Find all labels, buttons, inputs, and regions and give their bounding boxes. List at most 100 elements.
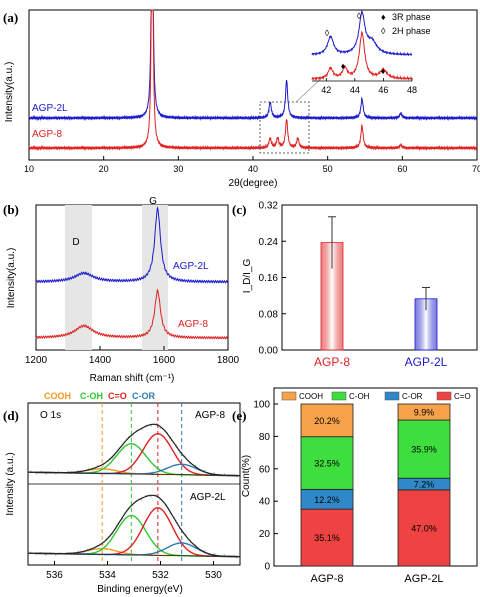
panel-e-legend: COOH C-OH C-OR C=O <box>281 391 471 401</box>
y-tick-label: 100 <box>253 400 270 411</box>
x-tick-label: 1200 <box>25 355 48 366</box>
legend-label-cooh: COOH <box>299 392 323 401</box>
panel-a-x-ticks: 10 20 30 40 50 60 70 <box>24 156 480 174</box>
panel-d-curves <box>28 403 241 565</box>
x-tick-label: 532 <box>152 570 169 581</box>
segment-value-label: 12.2% <box>314 495 340 505</box>
panel-d: (d) COOH C-OH C=O C-OR O 1s AGP-8 AGP-2L… <box>3 391 241 595</box>
legend-swatch-c-oh <box>331 391 347 401</box>
series-line-agp-8 <box>28 9 478 152</box>
raw-data-agp-2l <box>29 494 241 559</box>
legend-swatch-c=o <box>436 391 452 401</box>
x-tick-label: 534 <box>99 570 116 581</box>
series-label-agp-2l: AGP-2L <box>173 261 209 272</box>
panel-c-bars: AGP-8 AGP-2L <box>314 216 448 369</box>
y-tick-label: 40 <box>259 497 271 508</box>
legend-swatch-cooh <box>281 391 297 401</box>
legend-label-c-oh: C-OH <box>349 392 370 401</box>
series-label-agp-8: AGP-8 <box>32 129 62 140</box>
segment-value-label: 47.0% <box>411 523 437 533</box>
y-tick-label: 0.24 <box>259 237 279 248</box>
panel-b-x-label: Raman shift (cm⁻¹) <box>90 373 175 384</box>
inset-x-tick-label: 44 <box>350 85 360 95</box>
bar-segment-cooh-agp-8 <box>300 403 354 438</box>
panel-b-x-ticks: 1200 1400 1600 1800 <box>25 346 240 366</box>
series-label-agp-8: AGP-8 <box>178 319 208 330</box>
series-line-agp-2l <box>35 205 229 284</box>
legend-label-2h: 2H phase <box>392 26 431 36</box>
g-band-label: G <box>149 196 157 207</box>
y-tick-label: 0.00 <box>259 346 279 357</box>
segment-value-label: 20.2% <box>314 416 340 426</box>
panel-c: (c) I_D/I_G 0.000.080.160.240.32 AGP-8 AG… <box>232 201 478 369</box>
y-tick-label: 0.32 <box>259 201 279 212</box>
legend-swatch-c-or <box>384 391 400 401</box>
panel-b: (b) D G AGP-2L AGP-8 Intensity(a.u.) Ram… <box>3 196 240 384</box>
panel-b-label: (b) <box>3 202 19 217</box>
panel-e-y-ticks: 0 20 40 60 80 100 <box>253 400 278 573</box>
x-tick-label: 60 <box>397 164 407 174</box>
inset-line-agp-8 <box>311 30 413 81</box>
y-tick-label: 80 <box>259 432 271 443</box>
panel-d-y-label: Intensity (a.u.) <box>5 452 16 515</box>
legend-label-3r: 3R phase <box>392 12 431 22</box>
legend-cooh: COOH <box>44 391 71 401</box>
legend-c-or: C-OR <box>132 391 155 401</box>
series-label-agp-8: AGP-8 <box>195 410 225 421</box>
bar-segment-cooh-agp-2l <box>397 403 451 421</box>
inset-marker-2h: ◊ <box>325 28 330 38</box>
panel-e: (e) Count(%) COOH C-OH C-OR C=O 0 20 40 60 80 10… <box>232 387 478 585</box>
inset-legend: ♦ 3R phase ◊ 2H phase <box>381 12 431 36</box>
panel-e-y-label: Count(%) <box>241 455 252 497</box>
x-category-label: AGP-8 <box>310 573 343 585</box>
panel-c-label: (c) <box>232 202 246 217</box>
legend-label-c=o: C=O <box>454 392 471 401</box>
y-tick-label: 20 <box>259 529 271 540</box>
x-tick-label: 1400 <box>89 355 112 366</box>
y-tick-label: 0 <box>264 562 270 573</box>
baseline-agp-2l <box>33 552 241 558</box>
legend-c-oh: C-OH <box>80 391 103 401</box>
legend-symbol-3r: ♦ <box>381 12 386 22</box>
series-label-agp-2l: AGP-2L <box>32 103 68 114</box>
inset-marker-3r: ♦ <box>381 66 386 76</box>
panel-b-y-label: Intensity(a.u.) <box>6 248 17 309</box>
segment-value-label: 9.9% <box>414 408 435 418</box>
component-c=o-agp-8 <box>28 432 240 477</box>
series-line-agp-2l <box>28 9 478 122</box>
component-c=o-agp-2l <box>28 507 240 558</box>
legend-c=o: C=O <box>108 391 127 401</box>
x-tick-label: 1800 <box>217 355 240 366</box>
panel-c-y-ticks: 0.00 0.08 0.16 0.24 0.32 <box>259 201 286 357</box>
inset-x-tick-label: 42 <box>321 85 331 95</box>
panel-d-x-label: Binding energy(eV) <box>97 584 183 595</box>
bar-segment-c=o-agp-8 <box>300 508 354 567</box>
zoom-region-box <box>259 101 310 154</box>
panel-a-inset: 42 44 46 48 ◊ ◊ ♦ ♦ ♦ 3R phase ◊ 2H phase <box>311 10 431 95</box>
segment-value-label: 7.2% <box>414 480 435 490</box>
y-tick-label: 60 <box>259 464 271 475</box>
panel-d-x-ticks: 536 534 532 530 <box>46 561 222 581</box>
envelope-agp-8 <box>28 423 240 477</box>
x-tick-label: 40 <box>248 164 258 174</box>
panel-a-label: (a) <box>3 10 18 25</box>
inset-marker-3r: ♦ <box>341 61 346 71</box>
panel-c-y-label: I_D/I_G <box>242 259 253 294</box>
component-c-oh-agp-8 <box>28 442 240 477</box>
x-tick-label: 1600 <box>153 355 176 366</box>
series-label-agp-2l: AGP-2L <box>190 492 226 503</box>
panel-e-bars: 35.1% 12.2% 32.5% 20.2% AGP-8 47.0% 7.2% 35.9% 9… <box>300 403 451 585</box>
segment-value-label: 32.5% <box>314 459 340 469</box>
panel-a-x-label: 2θ(degree) <box>229 178 278 189</box>
y-tick-label: 0.08 <box>259 309 279 320</box>
inset-x-ticks: 42 44 46 48 <box>321 78 417 95</box>
x-tick-label: 30 <box>173 164 183 174</box>
panel-d-label: (d) <box>3 408 19 423</box>
panel-b-frame <box>35 204 229 351</box>
panel-a-y-label: Intensity(a.u.) <box>4 62 15 123</box>
panel-c-frame <box>281 204 478 351</box>
panel-d-title: O 1s <box>40 410 61 421</box>
x-category-label: AGP-2L <box>405 355 448 369</box>
inset-line-agp-2l <box>311 10 413 57</box>
panel-e-frame <box>273 387 478 567</box>
